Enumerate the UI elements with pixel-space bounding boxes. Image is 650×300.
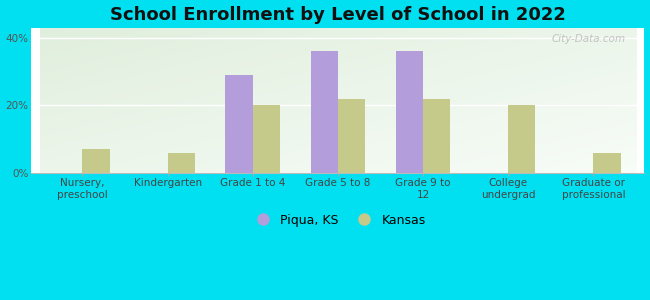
Bar [253,105,280,173]
Bar [226,75,253,173]
Bar [338,99,365,173]
Bar [423,99,450,173]
Bar [168,152,195,173]
Title: School Enrollment by Level of School in 2022: School Enrollment by Level of School in … [110,6,566,24]
Bar [83,149,110,173]
Legend: Piqua, KS, Kansas: Piqua, KS, Kansas [245,209,430,232]
Bar [311,52,338,173]
Text: City-Data.com: City-Data.com [552,34,626,44]
Bar [593,152,621,173]
Bar [396,52,423,173]
Bar [508,105,536,173]
